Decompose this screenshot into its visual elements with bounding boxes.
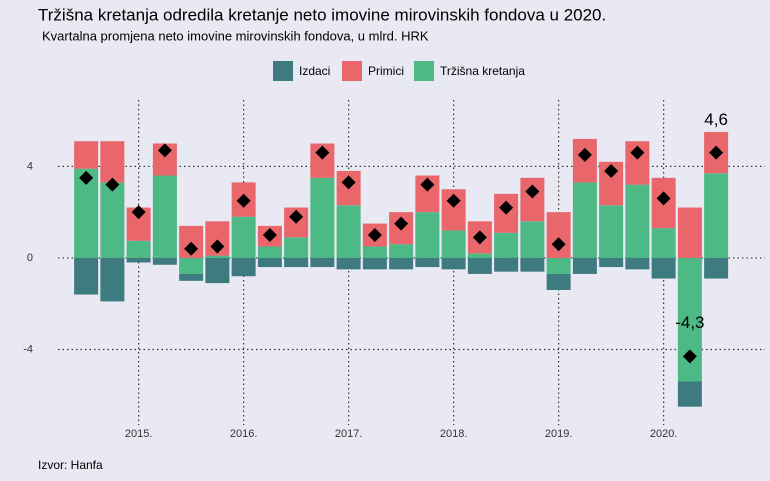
legend-label: Primici xyxy=(368,64,404,78)
net-marker xyxy=(630,145,645,160)
net-marker xyxy=(262,228,277,243)
bar-segment xyxy=(362,246,387,258)
bar-segment xyxy=(179,257,204,274)
net-marker xyxy=(656,191,671,206)
legend-swatch xyxy=(273,61,293,81)
net-marker xyxy=(604,163,619,178)
bar-segment xyxy=(284,257,309,268)
bar-segment xyxy=(599,257,624,268)
x-tick-label: 2018. xyxy=(440,428,468,440)
net-marker xyxy=(525,184,540,199)
bar-segment xyxy=(415,212,440,258)
bar-segment xyxy=(126,240,151,258)
bar-segment xyxy=(336,205,361,258)
chart-subtitle: Kvartalna promjena neto imovine mirovins… xyxy=(42,28,429,43)
bar-segment xyxy=(520,177,545,222)
net-marker xyxy=(341,175,356,190)
net-marker xyxy=(682,349,697,364)
bar-segment xyxy=(415,257,440,268)
net-marker xyxy=(499,200,514,215)
bar-segment xyxy=(257,246,282,258)
net-marker xyxy=(315,145,330,160)
net-marker xyxy=(79,170,94,185)
y-tick-label: 0 xyxy=(27,252,33,264)
bar-segment xyxy=(389,257,414,270)
x-tick-label: 2015. xyxy=(125,428,153,440)
net-marker xyxy=(446,193,461,208)
net-marker xyxy=(709,145,724,160)
bar-segment xyxy=(572,182,597,258)
net-marker xyxy=(105,177,120,192)
bar-segment xyxy=(231,216,256,258)
bar-segment xyxy=(310,177,335,258)
bar-segment xyxy=(231,257,256,277)
y-tick-label: -4 xyxy=(23,343,33,355)
x-tick-label: 2017. xyxy=(335,428,363,440)
bar-segment xyxy=(704,257,729,279)
net-marker xyxy=(577,147,592,162)
bar-segment xyxy=(651,228,676,258)
bar-segment xyxy=(205,257,230,284)
data-label: 4,6 xyxy=(704,110,728,129)
net-marker xyxy=(420,177,435,192)
bar-segment xyxy=(651,257,676,279)
bar-segment xyxy=(441,257,466,270)
legend: Izdaci Primici Tržišna kretanja xyxy=(273,61,525,81)
bar-segment xyxy=(100,257,125,302)
bar-segment xyxy=(362,257,387,270)
bar-segment xyxy=(520,221,545,258)
legend-label: Tržišna kretanja xyxy=(440,64,525,78)
legend-swatch xyxy=(342,61,362,81)
source: Izvor: Hanfa xyxy=(38,458,103,472)
bar-segment xyxy=(599,205,624,258)
net-marker xyxy=(131,205,146,220)
bar-segment xyxy=(179,273,204,281)
bar-segment xyxy=(546,257,571,274)
net-marker xyxy=(394,216,409,231)
net-marker xyxy=(367,228,382,243)
bar-segment xyxy=(389,244,414,258)
bar-segment xyxy=(284,237,309,258)
bar-segment xyxy=(441,230,466,258)
x-tick-label: 2020. xyxy=(650,428,678,440)
net-marker xyxy=(157,143,172,158)
bar-segment xyxy=(677,207,702,258)
bar-segment xyxy=(546,273,571,290)
bar-segment xyxy=(257,257,282,268)
bar-segment xyxy=(494,232,519,258)
bar-segment xyxy=(625,184,650,258)
bar-segment xyxy=(467,253,492,258)
bar-segment xyxy=(100,182,125,258)
net-marker xyxy=(551,237,566,252)
net-marker xyxy=(236,193,251,208)
bar-segment xyxy=(152,257,177,265)
net-marker xyxy=(184,241,199,256)
net-marker xyxy=(210,239,225,254)
bar-segment xyxy=(100,141,125,183)
x-tick-label: 2019. xyxy=(545,428,573,440)
bar-segment xyxy=(74,257,99,295)
bar-segment xyxy=(677,381,702,407)
bar-segment xyxy=(336,257,361,270)
bar-segment xyxy=(704,173,729,258)
legend-label: Izdaci xyxy=(299,64,330,78)
net-marker xyxy=(472,230,487,245)
bar-segment xyxy=(152,175,177,258)
bar-segment xyxy=(310,257,335,268)
bar-segment xyxy=(625,257,650,270)
net-marker xyxy=(289,209,304,224)
bar-segment xyxy=(494,257,519,272)
bar-segment xyxy=(126,257,151,263)
x-tick-label: 2016. xyxy=(230,428,258,440)
bar-segment xyxy=(467,257,492,274)
bar-segment xyxy=(520,257,545,272)
legend-swatch xyxy=(414,61,434,81)
bar-segment xyxy=(572,257,597,274)
bar-segment xyxy=(205,255,230,258)
y-tick-label: 4 xyxy=(27,160,33,172)
bar-segment xyxy=(74,141,99,169)
data-label: -4,3 xyxy=(675,313,704,332)
chart-title: Tržišna kretanja odredila kretanje neto … xyxy=(38,5,606,24)
